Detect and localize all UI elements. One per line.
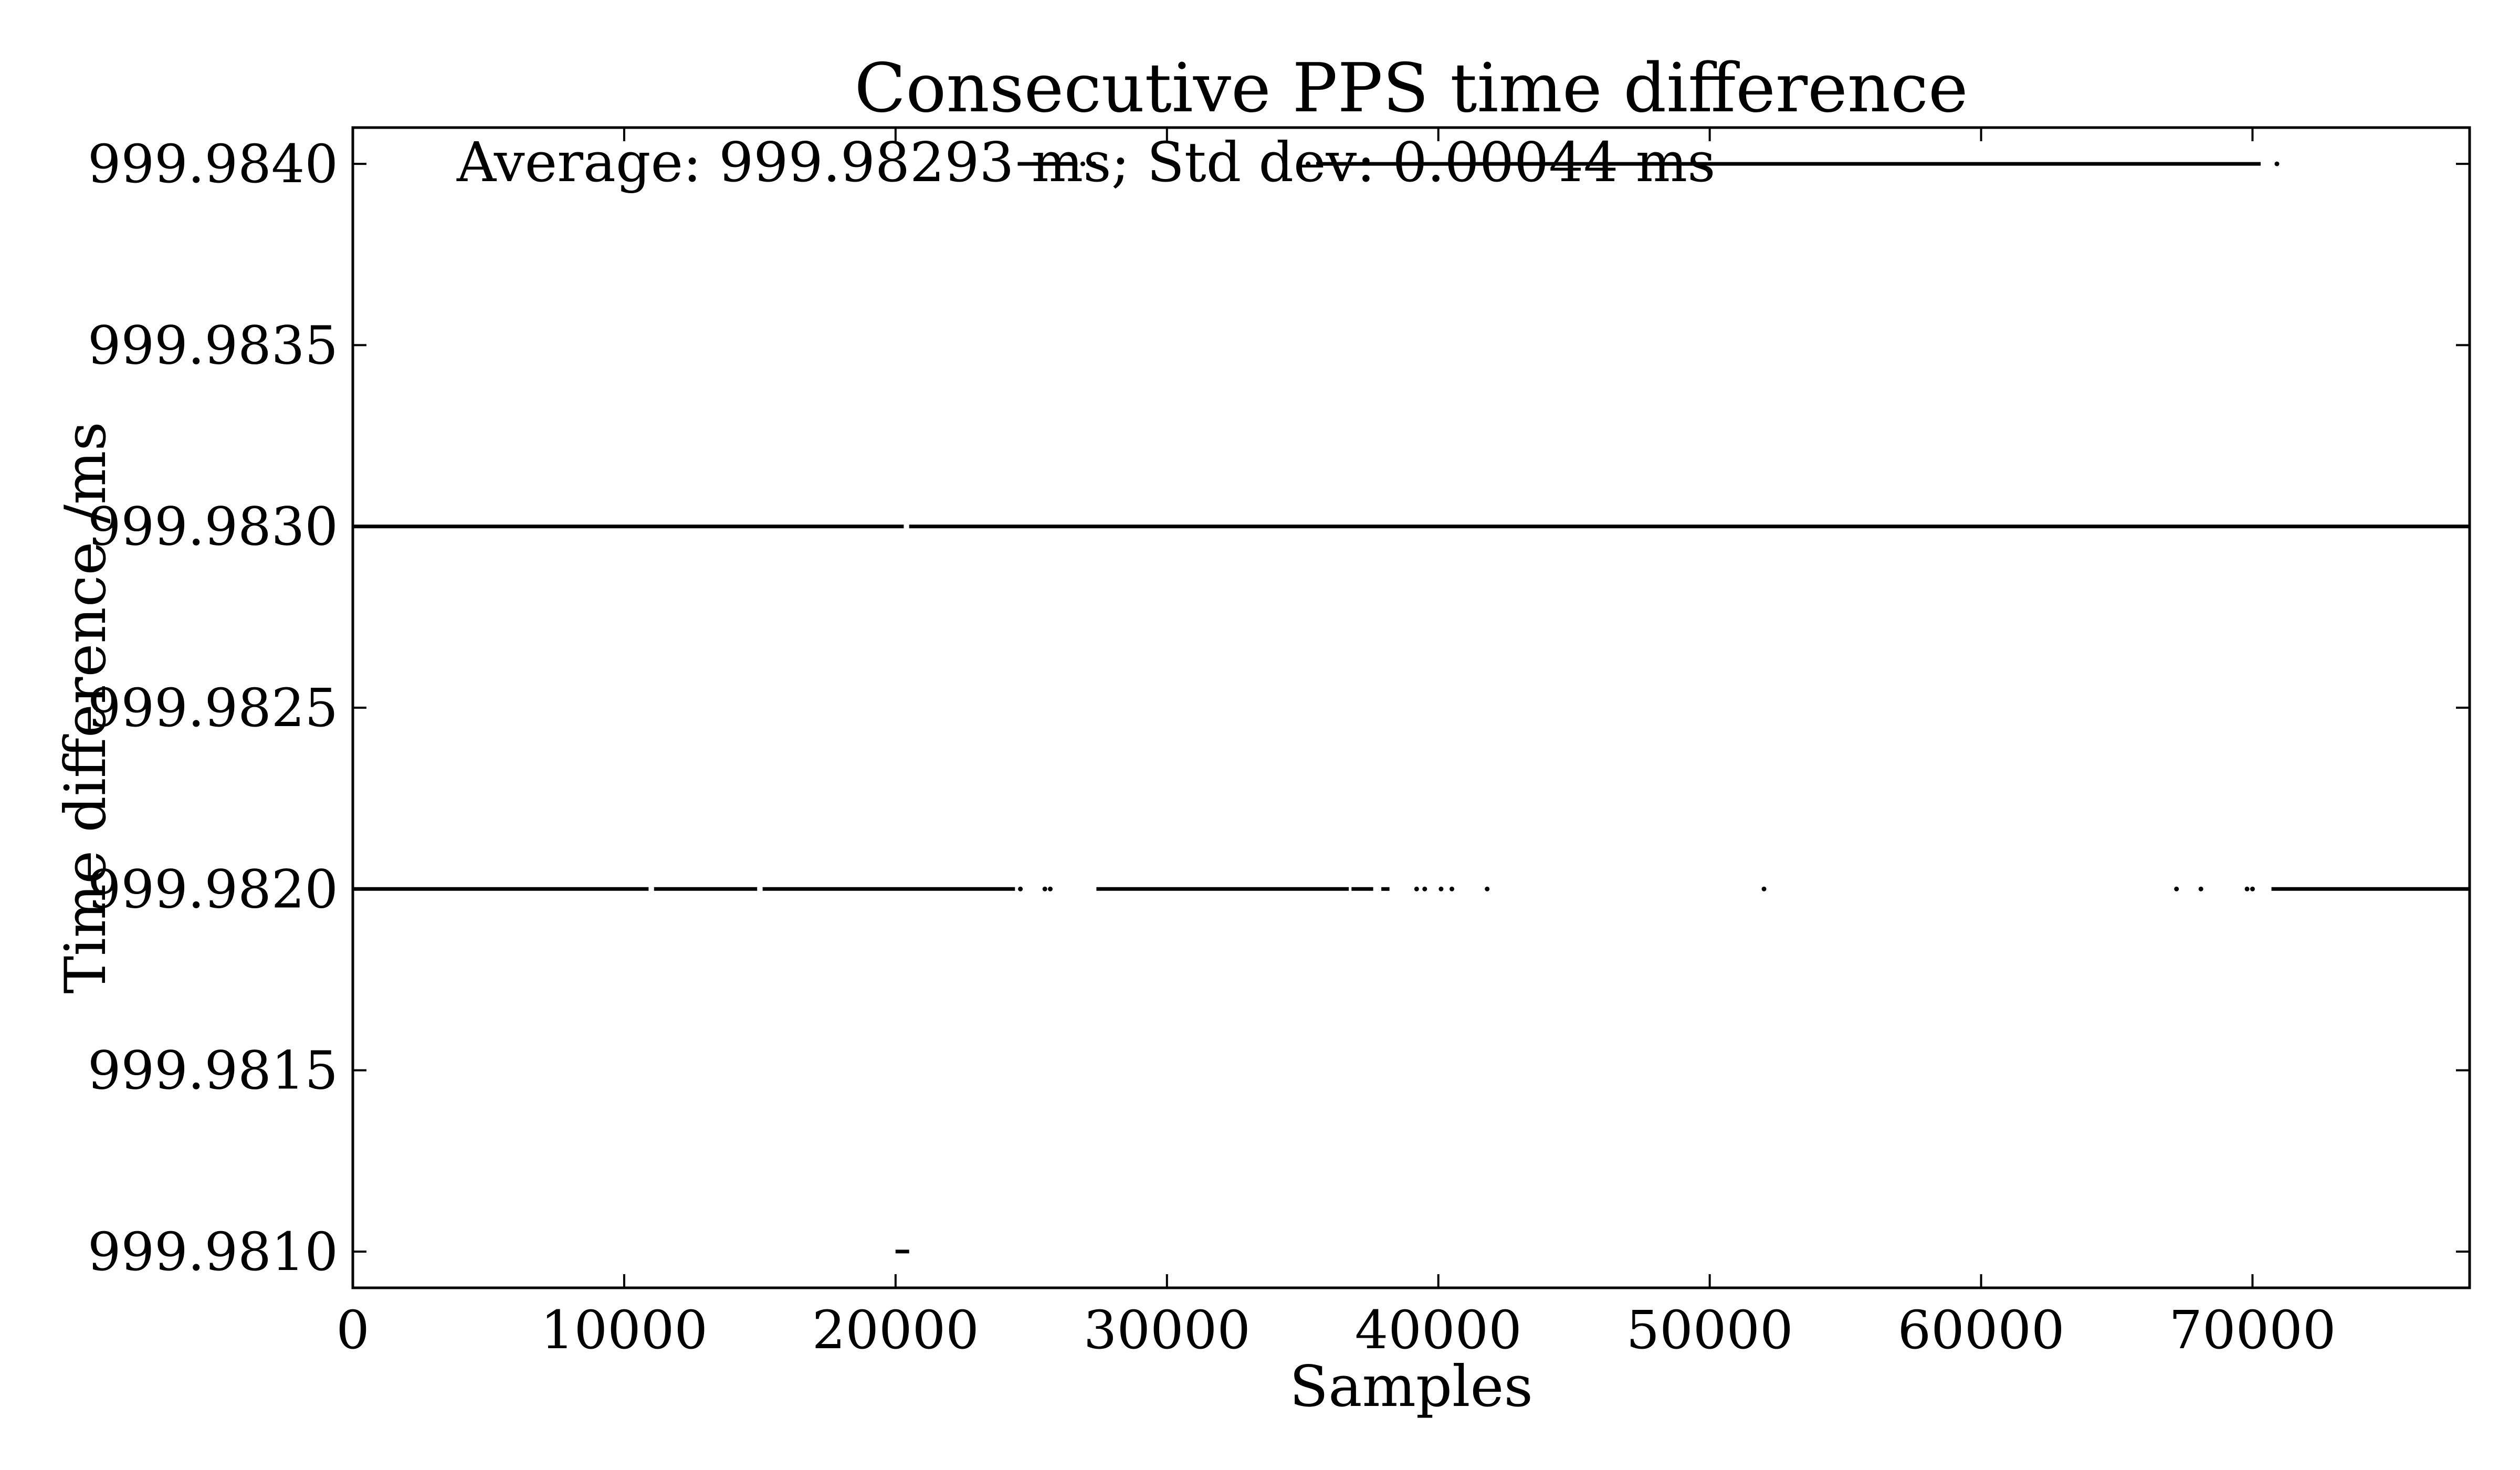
x-tick-label-3: 30000	[1084, 1299, 1251, 1361]
data-point-2-11	[2244, 886, 2250, 891]
x-tick-label-4: 40000	[1355, 1299, 1522, 1361]
x-tick-label-5: 50000	[1626, 1299, 1793, 1361]
y-tick-label-6: 999.9840	[88, 133, 338, 195]
data-point-2-5	[1438, 886, 1444, 891]
data-point-2-2	[1048, 886, 1053, 891]
data-point-2-9	[2174, 886, 2179, 891]
x-tick-label-7: 70000	[2169, 1299, 2336, 1361]
data-point-2-3	[1414, 886, 1419, 891]
data-marks	[353, 161, 2470, 1254]
x-tick-label-6: 60000	[1897, 1299, 2064, 1361]
data-point-2-1	[1042, 886, 1047, 891]
y-tick-label-3: 999.9825	[88, 677, 338, 739]
data-point-2-7	[1485, 886, 1490, 891]
y-axis-label: Time difference /ms	[53, 422, 119, 994]
x-tick-label-2: 20000	[812, 1299, 979, 1361]
data-point-2-4	[1422, 886, 1427, 891]
y-tick-label-0: 999.9810	[88, 1221, 338, 1283]
data-point-2-10	[2198, 886, 2203, 891]
data-point-0-1	[1091, 161, 1096, 166]
axis-ticks	[352, 128, 2470, 1288]
y-tick-label-1: 999.9815	[88, 1040, 338, 1101]
y-tick-label-2: 999.9820	[88, 858, 338, 920]
stats-annotation: Average: 999.98293 ms; Std dev: 0.00044 …	[456, 130, 1715, 194]
y-tick-label-5: 999.9835	[88, 314, 338, 376]
x-tick-label-0: 0	[336, 1299, 370, 1361]
data-point-2-8	[1761, 886, 1767, 891]
y-tick-label-4: 999.9830	[88, 496, 338, 558]
data-point-2-0	[1018, 886, 1023, 891]
x-tick-label-1: 10000	[541, 1299, 708, 1361]
data-point-2-12	[2250, 886, 2255, 891]
data-point-0-3	[2274, 161, 2280, 166]
data-point-0-0	[1080, 161, 1085, 166]
axis-tick-labels: 0 10000 20000 30000 40000 50000 60000 70000 999.…	[88, 133, 2336, 1361]
data-point-2-6	[1450, 886, 1454, 891]
chart-title: Consecutive PPS time difference	[854, 49, 1968, 128]
data-point-0-2	[1306, 161, 1311, 166]
x-axis-label: Samples	[1289, 1354, 1533, 1420]
